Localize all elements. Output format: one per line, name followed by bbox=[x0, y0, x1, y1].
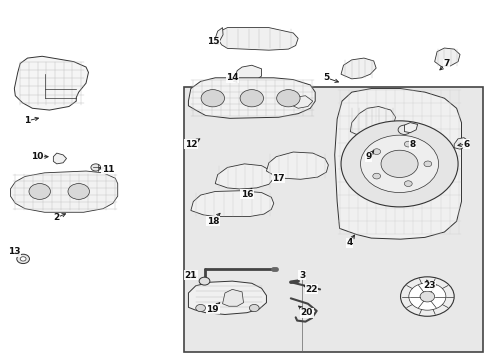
Circle shape bbox=[249, 305, 259, 312]
Polygon shape bbox=[10, 171, 118, 212]
Text: 15: 15 bbox=[206, 37, 219, 46]
Polygon shape bbox=[404, 123, 417, 133]
Text: 5: 5 bbox=[323, 73, 329, 82]
Polygon shape bbox=[53, 153, 66, 164]
Circle shape bbox=[195, 305, 205, 312]
Polygon shape bbox=[266, 152, 328, 179]
Circle shape bbox=[17, 254, 29, 264]
Text: 19: 19 bbox=[206, 305, 219, 314]
Circle shape bbox=[380, 150, 417, 177]
Text: 21: 21 bbox=[184, 270, 197, 279]
Polygon shape bbox=[215, 164, 273, 189]
Text: 14: 14 bbox=[225, 73, 238, 82]
Polygon shape bbox=[290, 96, 312, 108]
Circle shape bbox=[29, 184, 50, 199]
Circle shape bbox=[423, 161, 431, 167]
Text: 13: 13 bbox=[8, 247, 20, 256]
Text: 16: 16 bbox=[240, 190, 253, 199]
Circle shape bbox=[360, 135, 438, 193]
Circle shape bbox=[340, 121, 457, 207]
Text: 11: 11 bbox=[102, 165, 114, 174]
Bar bbox=[183, 87, 483, 352]
Circle shape bbox=[240, 90, 263, 107]
Text: 17: 17 bbox=[272, 174, 285, 183]
Polygon shape bbox=[434, 48, 459, 67]
Polygon shape bbox=[188, 281, 266, 315]
Circle shape bbox=[419, 291, 434, 302]
Text: 6: 6 bbox=[462, 140, 468, 149]
Polygon shape bbox=[190, 191, 273, 217]
Circle shape bbox=[400, 277, 453, 316]
Polygon shape bbox=[349, 107, 395, 135]
Circle shape bbox=[199, 277, 209, 285]
Polygon shape bbox=[217, 28, 298, 50]
Text: 22: 22 bbox=[305, 285, 317, 294]
Polygon shape bbox=[14, 56, 88, 110]
Polygon shape bbox=[188, 78, 315, 118]
Polygon shape bbox=[215, 28, 223, 44]
Polygon shape bbox=[234, 65, 261, 83]
Circle shape bbox=[91, 164, 101, 171]
Text: 7: 7 bbox=[443, 59, 449, 68]
Polygon shape bbox=[334, 89, 461, 239]
Circle shape bbox=[68, 184, 89, 199]
Circle shape bbox=[20, 257, 26, 261]
Text: 2: 2 bbox=[54, 213, 60, 222]
Circle shape bbox=[408, 283, 445, 310]
Text: 8: 8 bbox=[409, 140, 415, 149]
Polygon shape bbox=[340, 58, 375, 79]
Text: 23: 23 bbox=[423, 281, 435, 290]
Text: 9: 9 bbox=[365, 152, 371, 161]
Text: 12: 12 bbox=[184, 140, 197, 149]
Circle shape bbox=[397, 125, 410, 134]
Text: 3: 3 bbox=[298, 270, 305, 279]
Text: 10: 10 bbox=[31, 152, 43, 161]
Polygon shape bbox=[222, 289, 243, 306]
Text: 20: 20 bbox=[300, 308, 312, 317]
Circle shape bbox=[404, 141, 411, 147]
Circle shape bbox=[404, 181, 411, 186]
Circle shape bbox=[276, 90, 300, 107]
Circle shape bbox=[372, 173, 380, 179]
Polygon shape bbox=[453, 138, 468, 149]
Circle shape bbox=[372, 149, 380, 154]
Text: 18: 18 bbox=[206, 217, 219, 226]
Text: 4: 4 bbox=[346, 238, 352, 247]
Circle shape bbox=[201, 90, 224, 107]
Text: 1: 1 bbox=[24, 116, 31, 125]
